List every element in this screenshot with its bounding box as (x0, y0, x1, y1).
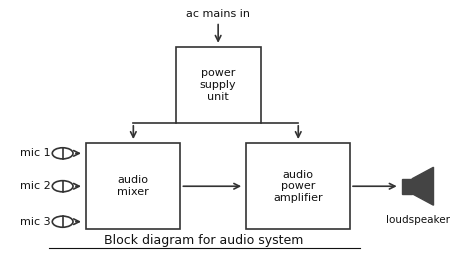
Text: mic 2: mic 2 (20, 181, 51, 191)
Polygon shape (412, 167, 434, 205)
Polygon shape (402, 179, 412, 194)
Text: Block diagram for audio system: Block diagram for audio system (104, 234, 304, 247)
Text: mic 3: mic 3 (20, 217, 51, 227)
FancyBboxPatch shape (86, 143, 181, 229)
FancyBboxPatch shape (246, 143, 350, 229)
FancyBboxPatch shape (176, 47, 261, 123)
Text: mic 1: mic 1 (20, 148, 51, 158)
Text: power
supply
unit: power supply unit (200, 68, 237, 102)
Text: ac mains in: ac mains in (186, 9, 250, 19)
Text: audio
power
amplifier: audio power amplifier (273, 170, 323, 203)
Text: loudspeaker: loudspeaker (386, 215, 450, 225)
Text: audio
mixer: audio mixer (118, 175, 149, 197)
